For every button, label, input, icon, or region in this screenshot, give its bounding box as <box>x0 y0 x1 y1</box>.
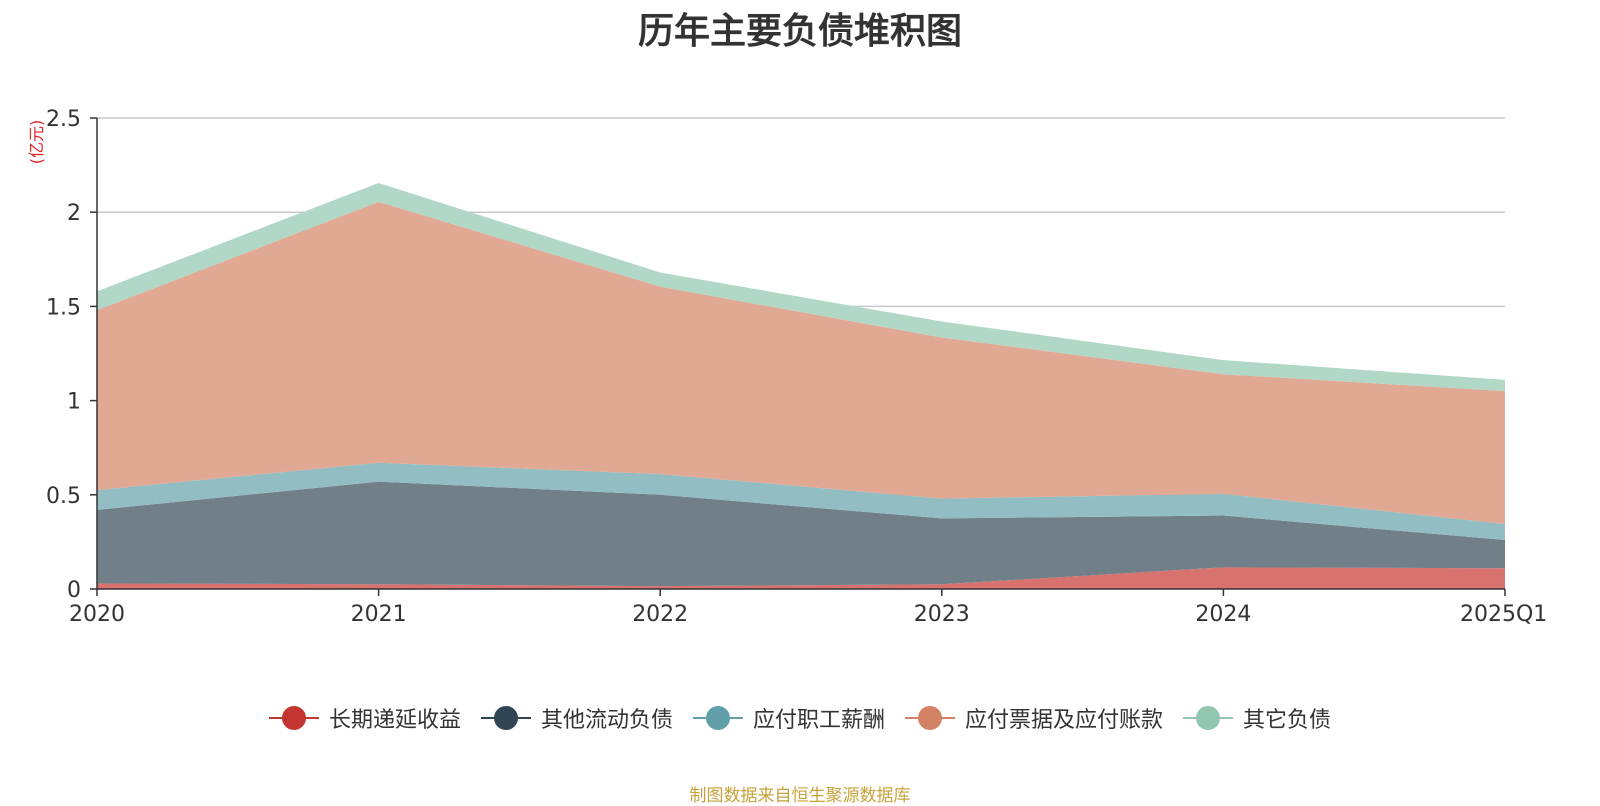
legend-item-3[interactable]: 应付票据及应付账款 <box>905 702 1163 734</box>
x-tick-label-1: 2021 <box>351 602 407 627</box>
y-tick-label-3: 1.5 <box>46 295 81 320</box>
x-tick-label-3: 2023 <box>914 602 970 627</box>
legend-marker-icon <box>1183 705 1234 731</box>
area-series-4 <box>97 182 1505 392</box>
area-series-2 <box>97 462 1505 541</box>
axes: 0 0.5 1 1.5 2 2.5 2020 2021 2022 2023 2024 2025Q1 <box>46 107 1547 627</box>
legend-label: 其他流动负债 <box>540 708 673 733</box>
y-tick-label-4: 2 <box>67 201 81 226</box>
legend-label: 应付职工薪酬 <box>752 708 885 733</box>
y-tick-label-5: 2.5 <box>46 107 81 132</box>
legend-marker-icon <box>480 705 531 731</box>
legend-marker-icon <box>692 705 743 731</box>
legend-item-0[interactable]: 长期递延收益 <box>268 702 461 734</box>
x-tick-label-5: 2025Q1 <box>1460 602 1547 627</box>
y-tick-label-2: 1 <box>67 390 81 415</box>
data-source-note: 制图数据来自恒生聚源数据库 <box>689 786 911 806</box>
area-series-3 <box>97 201 1505 525</box>
area-series-1 <box>97 481 1505 587</box>
area-series-0 <box>97 567 1505 589</box>
y-tick-label-0: 0 <box>67 578 81 603</box>
legend-marker-icon <box>905 705 955 731</box>
chart-title: 历年主要负债堆积图 <box>637 11 962 52</box>
x-tick-label-4: 2024 <box>1195 602 1251 627</box>
legend-item-2[interactable]: 应付职工薪酬 <box>692 702 885 734</box>
legend-label: 应付票据及应付账款 <box>965 708 1164 733</box>
y-tick-label-1: 0.5 <box>46 484 81 509</box>
legend-item-1[interactable]: 其他流动负债 <box>480 702 673 734</box>
x-tick-label-2: 2022 <box>632 602 688 627</box>
legend-item-4[interactable]: 其它负债 <box>1183 702 1331 734</box>
x-tick-label-0: 2020 <box>69 602 125 627</box>
y-axis-unit-label: (亿元) <box>27 120 46 165</box>
legend-label: 其它负债 <box>1243 708 1332 733</box>
stacked-areas <box>97 182 1505 589</box>
legend-marker-icon <box>268 705 319 731</box>
legend-label: 长期递延收益 <box>328 708 461 733</box>
legend: 长期递延收益 其他流动负债 应付职工薪酬 应付票据及应付账款 其它负债 <box>0 702 1600 734</box>
